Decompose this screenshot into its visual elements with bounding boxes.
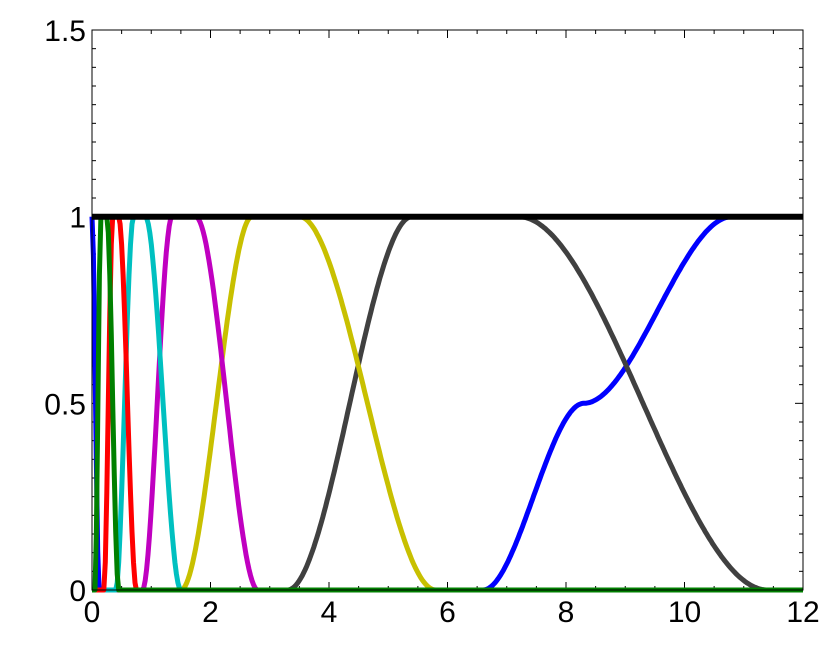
series-group <box>89 213 805 593</box>
x-tick-label: 8 <box>558 596 575 629</box>
x-tick-label: 0 <box>84 596 101 629</box>
x-tick-label: 4 <box>321 596 338 629</box>
y-tick-labels: 0 0.5 1 1.5 <box>44 15 86 608</box>
y-tick-label: 0.5 <box>44 388 86 421</box>
axis-ticks <box>91 29 804 591</box>
x-tick-label: 6 <box>439 596 456 629</box>
y-tick-label: 1 <box>69 202 86 235</box>
plot-frame <box>91 29 804 591</box>
y-tick-label: 1.5 <box>44 15 86 48</box>
x-tick-labels: 0 2 4 6 8 10 12 <box>84 596 820 629</box>
x-tick-label: 10 <box>668 596 701 629</box>
y-tick-label: 0 <box>69 575 86 608</box>
x-tick-label: 12 <box>786 596 819 629</box>
x-tick-label: 2 <box>202 596 219 629</box>
series-line-2 <box>91 214 804 593</box>
